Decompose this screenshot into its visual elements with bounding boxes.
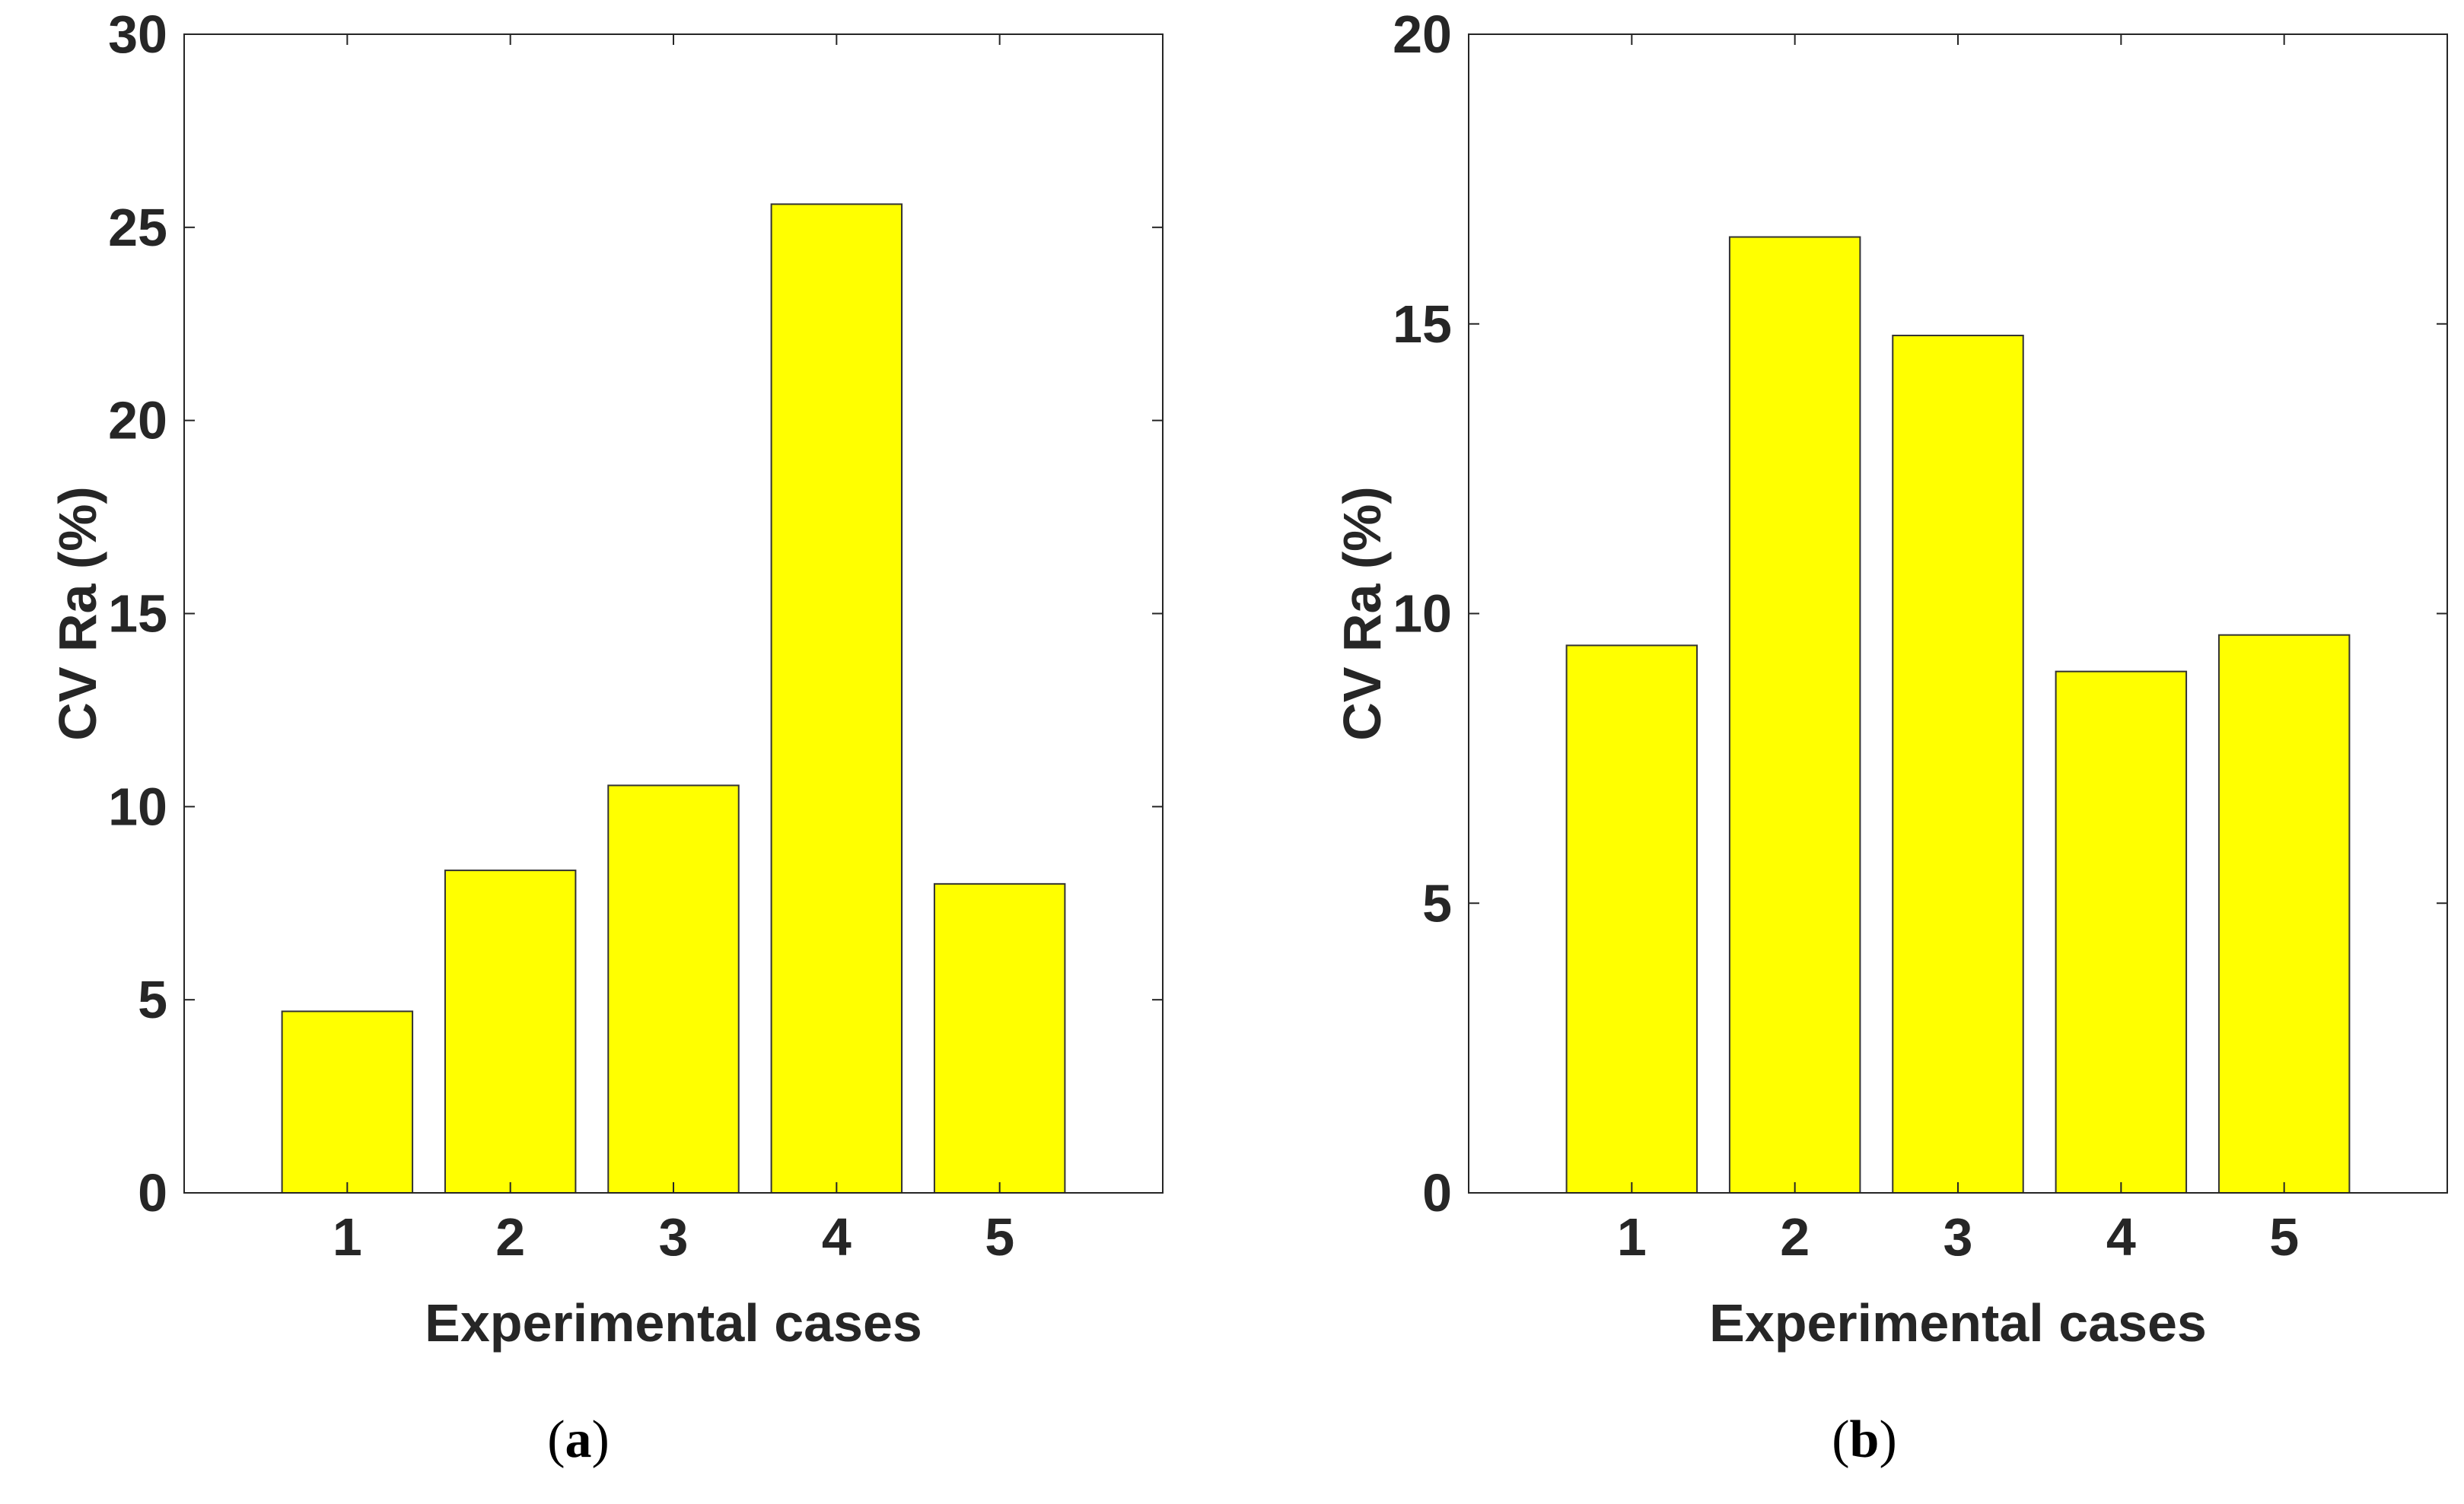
y-axis-label-a: CV Ra (%) (48, 486, 107, 740)
y-tick-label-a: 30 (108, 5, 167, 64)
bar-b-case-2 (1728, 236, 1861, 1194)
caption-letter: b (1850, 1410, 1880, 1469)
bar-a-case-3 (607, 784, 740, 1194)
bar-b-case-5 (2217, 634, 2351, 1194)
x-tick-label-a: 5 (985, 1207, 1014, 1267)
bar-a-case-4 (770, 203, 903, 1194)
x-tick-label-b: 1 (1617, 1207, 1647, 1267)
caption-open-paren: ( (547, 1410, 565, 1469)
y-tick-label-b: 10 (1393, 584, 1452, 644)
y-tick-label-a: 20 (108, 391, 167, 450)
bar-b-case-3 (1892, 334, 2024, 1194)
x-axis-label-b: Experimental cases (1709, 1293, 2207, 1353)
bar-b-case-4 (2055, 670, 2188, 1194)
y-tick-label-a: 10 (108, 777, 167, 836)
x-tick-label-a: 4 (822, 1207, 852, 1267)
x-tick-label-a: 1 (333, 1207, 362, 1267)
chart-panel-b: 0 5 10 15 20 1 2 3 4 5 Experimental cases CV Ra (%)… (1332, 5, 2448, 1469)
x-tick-label-b: 4 (2106, 1207, 2136, 1267)
caption-letter: a (565, 1410, 592, 1469)
x-axis-label-a: Experimental cases (425, 1293, 922, 1353)
x-tick-label-b: 5 (2269, 1207, 2299, 1267)
bar-a-case-5 (933, 882, 1066, 1194)
y-axis-label-b: CV Ra (%) (1332, 486, 1392, 740)
bar-b-case-1 (1565, 644, 1698, 1194)
panel-caption-a: (a) (547, 1410, 610, 1469)
y-tick-label-b: 15 (1393, 294, 1452, 354)
caption-close-paren: ) (1879, 1410, 1896, 1469)
y-tick-label-b: 0 (1422, 1163, 1452, 1223)
bar-a-case-1 (281, 1010, 414, 1194)
y-tick-label-a: 5 (138, 970, 167, 1029)
y-tick-label-a: 15 (108, 584, 167, 644)
x-tick-label-a: 2 (495, 1207, 525, 1267)
x-tick-label-b: 2 (1780, 1207, 1810, 1267)
y-tick-label-a: 25 (108, 198, 167, 257)
y-tick-label-b: 20 (1393, 5, 1452, 64)
chart-panel-a: 0 5 10 15 20 25 30 1 2 3 4 5 Experimental cases CV Ra… (48, 5, 1164, 1469)
x-tick-label-b: 3 (1944, 1207, 1973, 1267)
x-tick-label-a: 3 (659, 1207, 689, 1267)
panel-caption-b: (b) (1832, 1410, 1897, 1469)
bar-a-case-2 (444, 870, 577, 1194)
y-tick-label-a: 0 (138, 1163, 167, 1223)
y-tick-label-b: 5 (1422, 873, 1452, 933)
caption-open-paren: ( (1832, 1410, 1849, 1469)
caption-close-paren: ) (592, 1410, 610, 1469)
